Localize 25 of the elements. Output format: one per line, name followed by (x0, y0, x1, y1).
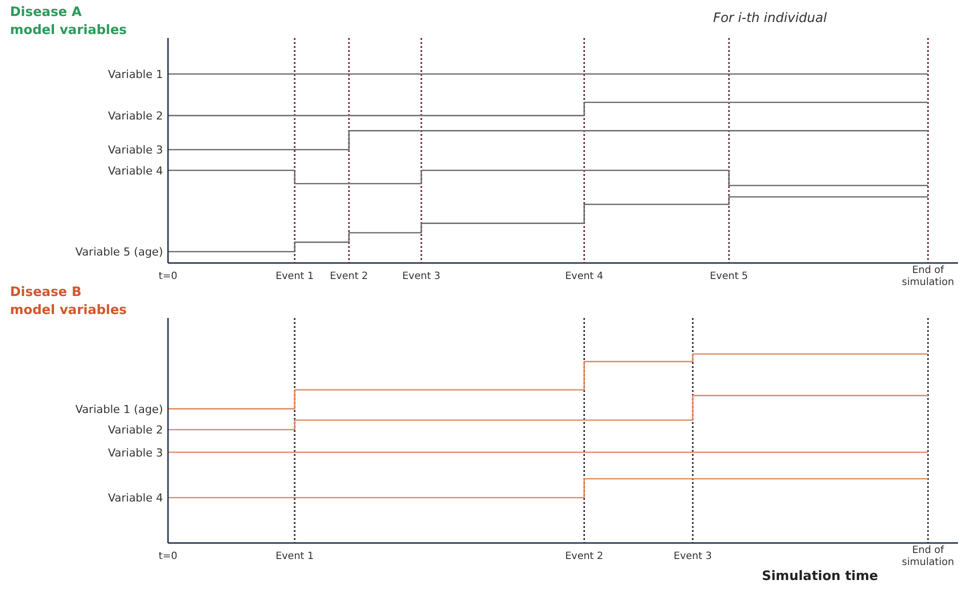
series-label: Variable 1 (age) (75, 402, 163, 416)
series-label: Variable 1 (108, 68, 163, 81)
x-tick-label: Event 1 (276, 551, 314, 562)
chart-title: Disease B model variables (10, 285, 128, 318)
text: For i-th individual (713, 11, 828, 26)
x-tick-label: t=0 (158, 271, 178, 282)
x-tick-label: Event 3 (674, 551, 712, 562)
series-label: Variable 4 (108, 164, 163, 178)
x-tick-label: Event 1 (276, 271, 314, 282)
chart-title: Disease A model variables (10, 5, 128, 38)
series-label: Variable 2 (108, 110, 163, 123)
series-label: Variable 3 (108, 446, 163, 460)
series-label: Variable 3 (108, 144, 163, 157)
x-axis-title: Simulation time (762, 569, 878, 584)
x-tick-label: Event 5 (710, 271, 748, 282)
x-tick-label: Event 3 (402, 271, 440, 282)
x-tick-label: End of simulation (902, 545, 954, 568)
x-tick-label: Event 4 (565, 271, 604, 282)
series-label: Variable 5 (age) (75, 246, 163, 259)
x-tick-label: Event 2 (330, 271, 368, 282)
x-tick-label: End of simulation (902, 265, 954, 288)
series-label: Variable 4 (108, 492, 163, 505)
x-tick-label: Event 2 (565, 551, 604, 562)
x-tick-label: t=0 (158, 551, 178, 562)
series-label: Variable 2 (108, 424, 163, 437)
